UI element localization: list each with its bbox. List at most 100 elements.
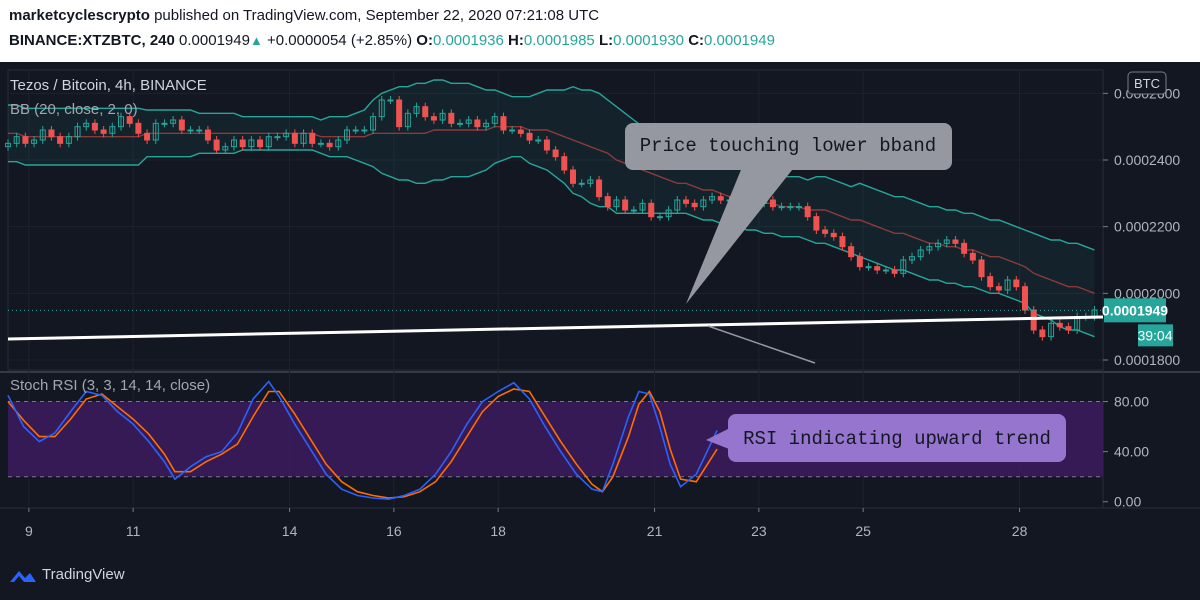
price-tick-label: 0.0002000: [1114, 285, 1180, 301]
candle-body: [891, 269, 898, 274]
candle-body: [387, 99, 394, 102]
axes: 0.00026000.00024000.00022000.00020000.00…: [25, 71, 1180, 539]
candle: [891, 266, 898, 278]
close-value: 0.0001949: [704, 32, 775, 49]
candle: [65, 132, 72, 148]
candle-body: [822, 229, 829, 234]
candle-body: [700, 199, 707, 208]
time-tick-label: 18: [490, 523, 506, 539]
publication-header: marketcyclescrypto published on TradingV…: [0, 0, 1200, 62]
candle: [604, 192, 611, 211]
candle: [1030, 306, 1037, 334]
candle: [161, 119, 168, 128]
chart-title: Tezos / Bitcoin, 4h, BINANCE: [10, 77, 207, 94]
candle-body: [13, 136, 20, 144]
candle: [561, 152, 568, 174]
time-tick-label: 23: [751, 523, 767, 539]
candle-body: [152, 122, 159, 141]
candle: [778, 202, 785, 211]
candle: [135, 119, 142, 138]
candle: [995, 282, 1002, 294]
candle-body: [300, 132, 307, 144]
candle-body: [352, 129, 359, 132]
candle: [1056, 319, 1063, 331]
candle-body: [978, 259, 985, 278]
candle: [109, 122, 116, 138]
candle-body: [161, 122, 168, 125]
footer: [0, 560, 1200, 600]
candle: [413, 102, 420, 118]
open-value: 0.0001936: [432, 32, 504, 49]
candle: [352, 126, 359, 134]
candle-body: [222, 146, 229, 151]
candle-body: [117, 116, 124, 128]
candle: [813, 212, 820, 234]
rsi-callout-box: [728, 414, 1066, 462]
stoch-d-line: [7, 388, 718, 499]
candle: [404, 109, 411, 131]
candle: [144, 129, 151, 144]
candle: [326, 139, 333, 151]
candle: [908, 252, 915, 264]
candle: [709, 192, 716, 204]
candle: [700, 196, 707, 211]
candle: [335, 136, 342, 151]
tradingview-brand[interactable]: TradingView: [42, 566, 125, 583]
candle-body: [483, 122, 490, 128]
candle: [500, 112, 507, 134]
triangle-up-icon: ▲: [249, 33, 263, 48]
candle: [952, 236, 959, 248]
last-price-label: 0.0001949: [1102, 302, 1168, 318]
candle-body: [900, 259, 907, 274]
candle: [543, 136, 550, 154]
price-chart[interactable]: RSI indicating upward trend Price touchi…: [0, 62, 1200, 560]
candle: [248, 136, 255, 151]
symbol-label: BINANCE:XTZBTC, 240: [9, 32, 175, 49]
candle-body: [1021, 286, 1028, 311]
candle-body: [309, 132, 316, 144]
pane-labels: Tezos / Bitcoin, 4h, BINANCE BB (20, clo…: [10, 77, 210, 394]
candle: [691, 199, 698, 211]
bb-lower-line: [8, 149, 1095, 338]
candle: [987, 272, 994, 291]
candle: [622, 196, 629, 214]
bb-upper-line: [8, 79, 1095, 251]
time-tick-label: 28: [1012, 523, 1028, 539]
candle: [170, 116, 177, 128]
candle: [865, 262, 872, 271]
candle-body: [361, 129, 368, 132]
candle: [569, 166, 576, 188]
candle: [787, 202, 794, 211]
candle-body: [795, 206, 802, 209]
publisher-name[interactable]: marketcyclescrypto: [9, 7, 150, 24]
candle: [1021, 282, 1028, 314]
candle-body: [569, 169, 576, 184]
candle-body: [943, 239, 950, 244]
candle-body: [691, 202, 698, 208]
candle: [5, 139, 11, 151]
candle-body: [430, 116, 437, 121]
candle: [100, 126, 107, 138]
candle: [343, 126, 350, 144]
candle-body: [230, 139, 237, 148]
candle: [317, 139, 324, 148]
candle: [648, 199, 655, 221]
tradingview-logo-icon[interactable]: [8, 566, 38, 586]
candle: [1004, 276, 1011, 294]
candle: [178, 116, 185, 134]
candle-body: [213, 139, 220, 151]
candle-body: [961, 242, 968, 254]
candle: [926, 242, 933, 254]
candle-body: [604, 196, 611, 208]
candle: [856, 252, 863, 271]
candle-body: [378, 99, 385, 118]
candle: [361, 126, 368, 134]
candle: [204, 126, 211, 144]
candle: [822, 226, 829, 238]
candle-body: [500, 116, 507, 131]
candle: [769, 196, 776, 211]
candle-body: [204, 129, 211, 141]
candle: [674, 196, 681, 214]
candle: [265, 132, 272, 151]
candle: [839, 232, 846, 251]
